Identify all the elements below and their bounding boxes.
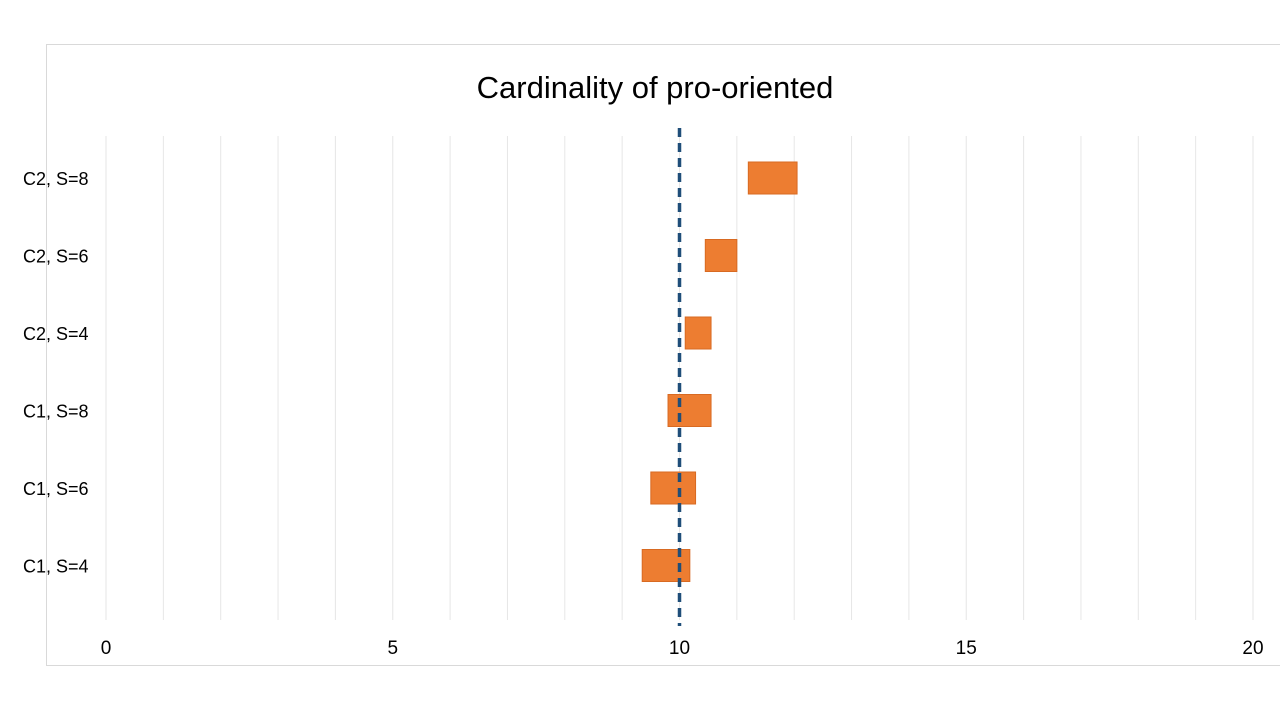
range-bar <box>684 316 712 350</box>
category-label: C2, S=8 <box>23 169 89 189</box>
range-bar <box>747 161 798 195</box>
chart-title: Cardinality of pro-oriented <box>476 70 834 105</box>
bar-layer <box>641 161 798 582</box>
category-label: C1, S=6 <box>23 479 89 499</box>
category-label: C1, S=4 <box>23 557 89 577</box>
x-tick-label: 0 <box>101 638 112 659</box>
grid-layer <box>105 136 1254 620</box>
x-tick-label: 10 <box>669 638 690 659</box>
range-bar <box>641 549 691 582</box>
x-tick-label: 5 <box>387 638 398 659</box>
range-bar <box>650 471 697 505</box>
range-bar <box>704 239 738 272</box>
label-layer: 0 5 10 15 20 C2, S=8 C2, S=6 C2, S=4 C1, S=8 C1, … <box>23 169 1264 659</box>
category-label: C1, S=8 <box>23 402 89 422</box>
x-tick-label: 20 <box>1242 638 1263 659</box>
category-label: C2, S=4 <box>23 324 89 344</box>
range-bar <box>667 394 712 427</box>
x-tick-label: 15 <box>956 638 977 659</box>
category-label: C2, S=6 <box>23 247 89 267</box>
